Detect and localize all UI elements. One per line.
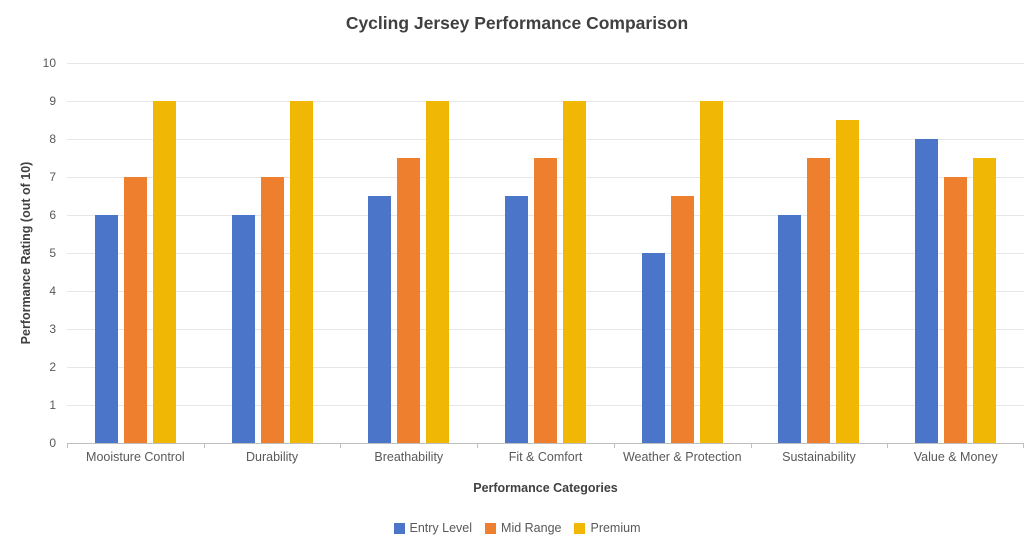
bar: [563, 101, 587, 443]
bar: [641, 253, 665, 443]
bar-groups: [67, 63, 1024, 443]
y-tick-label: 6: [49, 208, 56, 222]
bar: [368, 196, 392, 443]
gridline: [67, 101, 1024, 102]
bar: [699, 101, 723, 443]
bar: [836, 120, 860, 443]
x-axis-tick: [613, 443, 615, 448]
legend-label: Entry Level: [409, 521, 473, 535]
bar-group: [67, 63, 204, 443]
x-category-label: Fit & Comfort: [508, 450, 583, 464]
y-axis-ticks: 0 1 2 3 4 5 6 7 8 9 10: [0, 56, 56, 450]
x-axis-tick: [750, 443, 752, 448]
legend-label: Mid Range: [501, 521, 562, 535]
bar: [94, 215, 118, 443]
bar: [505, 196, 529, 443]
legend-swatch-icon: [393, 522, 405, 534]
bar: [289, 101, 313, 443]
x-axis-labels: Mooisture Control Durability Breathability…: [67, 450, 1024, 464]
x-axis-tick: [67, 443, 68, 448]
y-tick-label: 8: [49, 132, 56, 146]
bar-group: [340, 63, 477, 443]
legend: Entry Level Mid Range Premium: [0, 521, 1034, 535]
bar-group: [887, 63, 1024, 443]
legend-label: Premium: [590, 521, 641, 535]
bar-group: [477, 63, 614, 443]
bar-group: [204, 63, 341, 443]
legend-item: Mid Range: [485, 521, 561, 535]
y-tick-label: 2: [49, 360, 56, 374]
bar: [260, 177, 284, 443]
y-tick-label: 1: [49, 398, 56, 412]
bar: [231, 215, 255, 443]
x-axis-tick: [477, 443, 479, 448]
x-axis-line: [67, 443, 1024, 444]
bar: [973, 158, 997, 443]
y-tick-label: 7: [49, 170, 56, 184]
chart-title: Cycling Jersey Performance Comparison: [345, 13, 689, 33]
y-tick-label: 5: [49, 246, 56, 260]
y-tick-label: 4: [49, 284, 56, 298]
bar: [807, 158, 831, 443]
x-category-label: Mooisture Control: [86, 450, 185, 464]
bar: [534, 158, 558, 443]
x-category-label: Durability: [246, 450, 299, 464]
x-category-label: Sustainability: [782, 450, 856, 464]
gridline: [67, 139, 1024, 140]
x-axis-tick: [1023, 443, 1024, 448]
bar: [915, 139, 939, 443]
y-tick-label: 10: [42, 56, 56, 70]
bar: [397, 158, 421, 443]
bar-group: [614, 63, 751, 443]
x-category-label: Value & Money: [913, 450, 998, 464]
legend-item: Entry Level: [393, 521, 473, 535]
legend-swatch-icon: [485, 522, 497, 534]
y-tick-label: 0: [49, 436, 56, 450]
legend-swatch-icon: [574, 522, 586, 534]
bar: [944, 177, 968, 443]
plot-area: [67, 63, 1024, 448]
x-category-label: Weather & Protection: [622, 450, 742, 464]
x-axis-tick: [203, 443, 205, 448]
bar: [426, 101, 450, 443]
bar: [778, 215, 802, 443]
y-tick-label: 3: [49, 322, 56, 336]
x-category-label: Breathability: [374, 450, 444, 464]
bar: [152, 101, 176, 443]
y-tick-label: 9: [49, 94, 56, 108]
gridline: [67, 63, 1024, 64]
bar: [123, 177, 147, 443]
bar-group: [751, 63, 888, 443]
x-axis-title: Performance Categories: [473, 481, 618, 495]
x-axis-tick: [340, 443, 342, 448]
legend-item: Premium: [574, 521, 641, 535]
x-axis-tick: [887, 443, 889, 448]
bar: [670, 196, 694, 443]
